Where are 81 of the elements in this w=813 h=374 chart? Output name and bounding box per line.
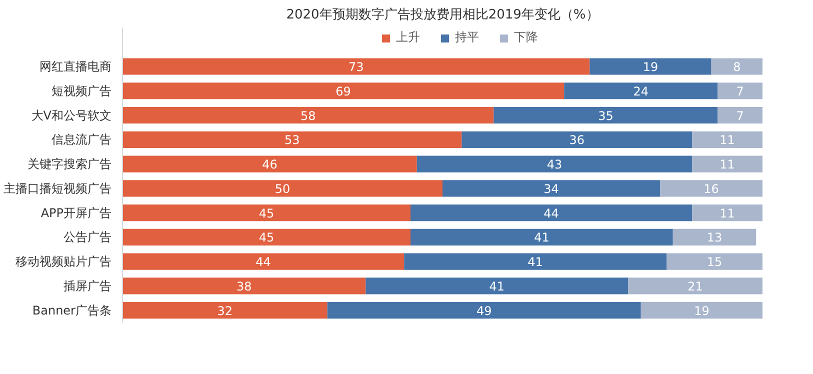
legend-label: 持平 xyxy=(454,29,479,46)
y-tick-label: 短视频广告 xyxy=(52,84,112,98)
bar xyxy=(122,253,404,270)
bar xyxy=(718,82,762,100)
data-label: 16 xyxy=(704,182,719,196)
bar xyxy=(718,106,762,124)
y-tick-label: 主播口播短视频广告 xyxy=(4,181,112,196)
bar xyxy=(122,58,590,75)
data-label: 41 xyxy=(528,255,543,270)
data-label: 45 xyxy=(258,230,274,245)
bar xyxy=(692,131,762,148)
data-label: 11 xyxy=(720,158,735,172)
bar xyxy=(462,131,692,148)
bar xyxy=(628,278,762,294)
data-label: 50 xyxy=(274,182,290,196)
bar xyxy=(122,228,410,246)
chart-title: 2020年预期数字广告投放费用相比2019年变化（%） xyxy=(286,6,599,22)
data-label: 35 xyxy=(598,108,614,123)
y-tick-label: APP开屏广告 xyxy=(40,206,112,220)
bar xyxy=(494,106,718,124)
bar xyxy=(122,302,328,319)
bar xyxy=(416,156,692,172)
data-label: 46 xyxy=(262,158,278,172)
data-label: 73 xyxy=(348,60,364,74)
bar xyxy=(640,302,762,319)
data-label: 7 xyxy=(736,84,744,98)
data-label: 19 xyxy=(694,304,710,318)
y-tick-label: 网红直播电商 xyxy=(40,60,112,74)
legend-label: 上升 xyxy=(396,29,420,46)
legend-label: 下降 xyxy=(514,29,538,46)
bar xyxy=(692,204,762,222)
data-label: 41 xyxy=(534,230,550,245)
data-label: 21 xyxy=(688,279,703,294)
data-label: 41 xyxy=(489,279,505,294)
y-tick-label: 关键字搜索广告 xyxy=(28,157,112,172)
bar xyxy=(692,156,762,172)
bar xyxy=(122,82,564,100)
bar xyxy=(404,253,666,270)
bar xyxy=(672,228,756,246)
bar xyxy=(122,131,462,148)
bar xyxy=(122,204,410,222)
data-label: 8 xyxy=(733,60,741,74)
data-label: 38 xyxy=(236,279,252,294)
data-label: 19 xyxy=(642,60,658,74)
data-label: 34 xyxy=(544,182,559,196)
data-label: 24 xyxy=(633,84,649,98)
data-label: 44 xyxy=(544,206,559,220)
data-label: 7 xyxy=(736,108,744,123)
bar xyxy=(410,228,673,246)
y-tick-label: 大V和公号软文 xyxy=(31,108,112,122)
y-tick-label: 插屏广告 xyxy=(64,278,112,293)
data-label: 69 xyxy=(336,84,351,98)
bar xyxy=(711,58,762,75)
data-label: 45 xyxy=(258,206,274,220)
data-label: 44 xyxy=(256,255,271,270)
bar xyxy=(442,180,660,197)
bar xyxy=(660,180,762,197)
bar xyxy=(366,278,628,294)
bar xyxy=(122,106,494,124)
data-label: 58 xyxy=(300,108,316,123)
data-label: 49 xyxy=(476,304,492,318)
y-tick-label: 信息流广告 xyxy=(52,132,112,147)
y-tick-label: 公告广告 xyxy=(64,230,112,244)
bar xyxy=(666,253,762,270)
bar xyxy=(410,204,692,222)
data-label: 36 xyxy=(569,133,585,148)
data-label: 11 xyxy=(720,133,735,148)
bar xyxy=(122,156,417,172)
bar xyxy=(564,82,718,100)
data-label: 11 xyxy=(720,206,735,220)
y-tick-label: 移动视频贴片广告 xyxy=(16,254,112,269)
data-label: 15 xyxy=(706,255,722,270)
data-label: 13 xyxy=(706,230,722,245)
data-label: 32 xyxy=(217,304,233,318)
bar xyxy=(590,58,712,75)
bar xyxy=(122,180,442,197)
data-label: 43 xyxy=(546,158,562,172)
y-tick-label: Banner广告条 xyxy=(32,303,112,318)
data-label: 53 xyxy=(284,133,300,148)
bar xyxy=(327,302,641,319)
bar xyxy=(122,278,366,294)
